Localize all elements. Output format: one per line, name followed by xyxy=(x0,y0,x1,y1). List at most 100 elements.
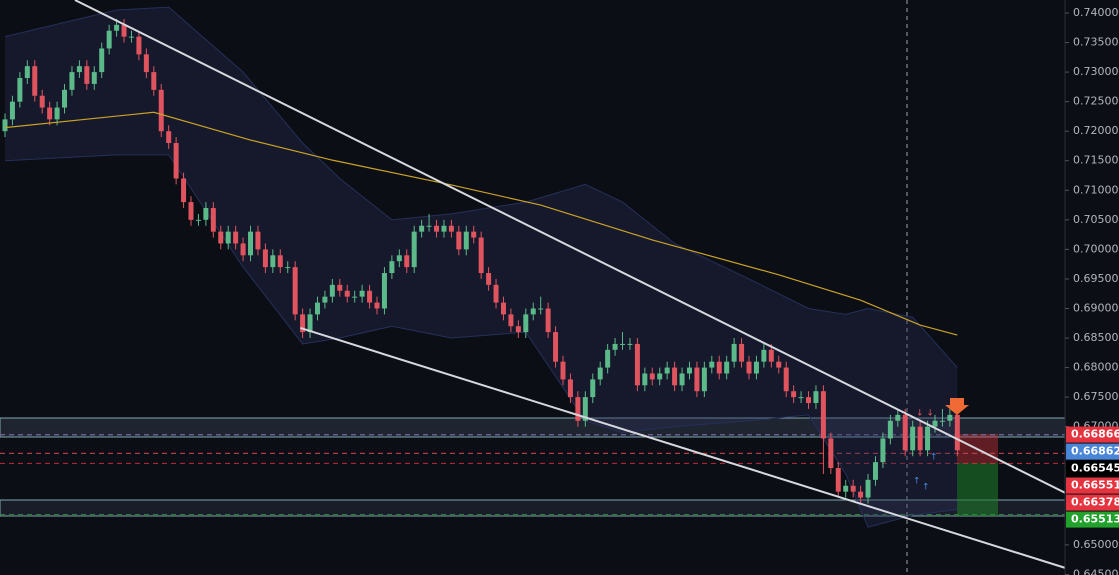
candle-body xyxy=(277,255,283,268)
price-label: 0.65513 xyxy=(1071,513,1119,526)
candle-body xyxy=(128,36,134,38)
candle-body xyxy=(314,302,320,315)
candle-body xyxy=(359,290,365,297)
candle-body xyxy=(627,343,633,345)
candle-body xyxy=(367,290,373,303)
candle-body xyxy=(701,367,707,392)
price-axis-labels: 0.74000 0.73500 0.73000 0.72500 0.72000 0.715… xyxy=(1065,6,1119,575)
candle-body xyxy=(716,361,722,374)
candle-body xyxy=(329,284,335,297)
candle-body xyxy=(106,30,112,49)
moving-average xyxy=(4,111,958,336)
y-tick-label: 0.67500 xyxy=(1073,390,1119,403)
candle-body xyxy=(32,66,38,96)
candle-body xyxy=(225,231,231,244)
candle-body xyxy=(240,243,246,256)
candle-body xyxy=(471,231,477,238)
price-label: 0.66862 xyxy=(1071,445,1119,458)
candle-body xyxy=(76,66,82,73)
candle-body xyxy=(575,397,581,421)
candle-body xyxy=(582,397,588,421)
candle-body xyxy=(768,349,774,362)
candle-body xyxy=(441,225,447,232)
candle-body xyxy=(910,426,916,451)
candle-body xyxy=(181,178,187,203)
candle-body xyxy=(396,255,402,262)
candle-body xyxy=(530,308,536,315)
candle-body xyxy=(642,373,648,386)
candle-body xyxy=(694,367,700,392)
candle-body xyxy=(463,231,469,250)
price-label-bg xyxy=(1066,494,1119,511)
candle-body xyxy=(381,273,387,309)
y-tick-label: 0.74000 xyxy=(1073,6,1119,19)
candle-body xyxy=(173,143,179,179)
y-tick-label: 0.71500 xyxy=(1073,154,1119,167)
y-tick-label: 0.68500 xyxy=(1073,331,1119,344)
candle-body xyxy=(404,255,410,268)
candle-body xyxy=(560,361,566,380)
plot-area xyxy=(0,0,1065,575)
candle-body xyxy=(136,36,142,55)
signal-arrow xyxy=(945,398,969,415)
candle-body xyxy=(947,414,953,421)
series-layer xyxy=(2,0,1065,569)
candle-body xyxy=(322,296,328,303)
candle-body xyxy=(188,202,194,220)
candle-body xyxy=(210,208,216,232)
candle-body xyxy=(761,349,767,362)
price-label-bg xyxy=(1066,443,1119,460)
candle-body xyxy=(39,95,45,108)
candle-body xyxy=(739,343,745,362)
candle-body xyxy=(746,361,752,374)
candle-body xyxy=(553,332,559,362)
y-tick-label: 0.64500 xyxy=(1073,567,1119,575)
price-label-bg xyxy=(1066,460,1119,477)
candle-body xyxy=(47,107,53,120)
band-lower xyxy=(4,154,958,528)
y-tick-label: 0.65000 xyxy=(1073,538,1119,551)
candle-body xyxy=(880,438,886,463)
candle-body xyxy=(835,468,841,492)
candle-body xyxy=(902,414,908,451)
candle-body xyxy=(545,308,551,333)
y-tick-label: 0.72000 xyxy=(1073,124,1119,137)
candle-body xyxy=(523,314,529,333)
candle-body xyxy=(121,24,127,37)
y-tick-label: 0.73500 xyxy=(1073,36,1119,49)
candle-body xyxy=(917,426,923,451)
candle-body xyxy=(590,379,596,398)
candle-body xyxy=(374,302,380,309)
candle-body xyxy=(84,66,90,84)
y-tick-label: 0.69000 xyxy=(1073,301,1119,314)
trend-line xyxy=(74,0,1065,494)
candle-body xyxy=(954,414,960,451)
y-tick-label: 0.69500 xyxy=(1073,272,1119,285)
candle-body xyxy=(649,373,655,380)
candle-body xyxy=(753,361,759,374)
y-tick-label: 0.70000 xyxy=(1073,242,1119,255)
candle-body xyxy=(233,231,239,244)
candle-body xyxy=(151,72,157,90)
candle-body xyxy=(448,225,454,232)
candle-body xyxy=(567,379,573,398)
candle-body xyxy=(664,367,670,374)
candle-body xyxy=(895,414,901,421)
candle-body xyxy=(813,391,819,404)
candle-body xyxy=(493,284,499,303)
candle-body xyxy=(820,391,826,439)
candle-body xyxy=(337,284,343,291)
candle-body xyxy=(843,485,849,492)
candle-body xyxy=(657,373,663,380)
candle-body xyxy=(798,397,804,399)
candle-body xyxy=(166,131,172,144)
candle-body xyxy=(597,367,603,380)
candle-body xyxy=(939,420,945,422)
candle-body xyxy=(9,101,15,120)
signal-icon: ↑ xyxy=(922,483,930,493)
candle-body xyxy=(262,249,268,268)
candle-body xyxy=(828,438,834,469)
